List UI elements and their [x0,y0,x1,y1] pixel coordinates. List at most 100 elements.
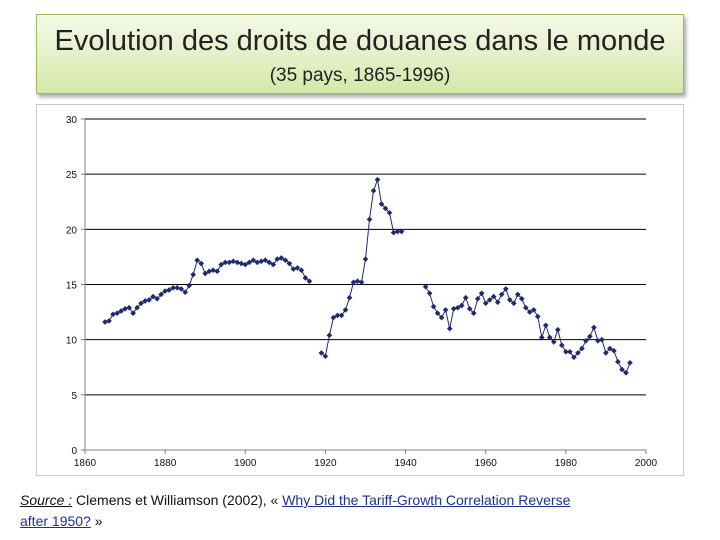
x-tick-label-1980: 1980 [555,458,578,469]
chart-subtitle: (35 pays, 1865-1996) [269,65,451,86]
data-point-1919 [318,350,325,356]
data-point-1886 [186,282,193,289]
data-point-1982 [571,354,577,361]
x-tick-label-1880: 1880 [154,458,177,469]
data-point-1873 [134,304,140,311]
data-point-1903 [254,259,261,266]
plot-frame: 0 5 10 15 20 25 30 1860 1880 1900 1920 1940 1960 1980… [36,104,684,476]
data-point-1937 [390,229,397,236]
x-tick-label-1900: 1900 [234,458,257,469]
data-point-1898 [234,259,241,266]
y-tick-label-25: 25 [66,170,78,181]
data-point-1939 [398,228,405,235]
y-tick-label-30: 30 [66,115,78,126]
data-point-1895 [222,259,229,266]
data-point-1990 [603,350,609,356]
data-point-1948 [434,310,441,317]
data-point-1957 [470,310,477,317]
series-line-4 [425,286,631,374]
series-line-3 [321,177,402,358]
data-point-1887 [190,271,197,278]
source-link-line2[interactable]: after 1950? [20,513,91,529]
x-tick-label-1940: 1940 [394,458,417,469]
data-point-1955 [462,294,469,301]
data-point-1989 [599,336,605,343]
x-tick-label-1960: 1960 [475,458,498,469]
data-point-1994 [619,366,625,373]
source-link-line1[interactable]: Why Did the Tariff-Growth Correlation Re… [282,492,571,508]
x-tick-label-1920: 1920 [314,458,337,469]
data-point-1916 [306,278,313,285]
data-point-1932 [370,187,377,194]
source-authors: Clemens et Williamson (2002), « [76,492,279,508]
data-point-1923 [334,312,341,319]
data-point-1878 [154,295,160,302]
chart-title: Evolution des droits de douanes dans le … [54,25,666,57]
data-point-1945 [422,283,429,290]
data-point-1866 [106,318,112,324]
line-chart: 0 5 10 15 20 25 30 1860 1880 1900 1920 1940 1960 1980… [66,115,658,469]
data-point-1896 [226,259,233,266]
data-point-1981 [567,348,573,355]
data-point-1901 [246,259,253,266]
data-point-1971 [526,309,533,315]
data-point-1889 [198,260,205,267]
data-point-1946 [426,290,433,297]
data-point-1934 [378,201,385,207]
data-point-1908 [274,256,281,262]
data-point-1964 [498,291,505,298]
data-point-1927 [350,279,357,286]
data-point-1935 [382,205,389,212]
data-point-1907 [270,261,277,268]
data-point-1984 [579,345,585,352]
data-point-1891 [206,268,213,275]
data-point-1902 [250,257,257,264]
data-point-1881 [166,287,172,293]
data-point-1922 [330,314,337,321]
data-point-1883 [174,284,181,291]
data-point-1871 [126,304,132,311]
data-point-1925 [342,307,349,313]
data-point-1906 [266,259,273,266]
data-point-1958 [474,295,481,302]
x-tick-label-2000: 2000 [635,458,658,469]
data-point-1870 [122,305,128,312]
data-point-1965 [502,286,509,292]
source-label: Source : [20,492,73,508]
source-closing: » [94,513,103,529]
data-point-1930 [362,256,369,262]
data-point-1983 [575,350,581,356]
data-point-1986 [587,333,593,340]
data-point-1877 [150,293,156,300]
data-point-1978 [554,326,561,333]
data-point-1976 [546,334,553,341]
chart-title-box: Evolution des droits de douanes dans le … [36,14,684,94]
x-tick-label-1860: 1860 [74,458,97,469]
data-point-1879 [158,291,164,298]
data-point-1975 [542,322,549,329]
data-point-1969 [518,295,525,302]
data-point-1951 [446,325,453,332]
data-point-1909 [278,255,285,261]
data-point-1885 [182,289,189,296]
data-point-1872 [130,310,136,317]
data-point-1924 [338,312,345,319]
data-point-1968 [514,291,521,298]
data-point-1963 [494,299,501,306]
data-point-1954 [458,302,465,309]
data-point-1936 [386,209,393,216]
data-point-1974 [538,334,545,341]
data-point-1938 [394,228,401,235]
data-point-1926 [346,294,353,301]
data-point-1953 [454,304,461,311]
data-point-1868 [114,310,120,317]
data-point-1904 [258,258,265,265]
data-point-1874 [138,300,144,307]
data-point-1910 [282,257,289,264]
data-point-1933 [374,176,381,183]
data-point-1979 [558,342,565,349]
data-point-1962 [490,293,497,300]
data-point-1905 [262,257,269,264]
y-tick-label-0: 0 [71,446,77,457]
data-point-1949 [438,314,445,321]
